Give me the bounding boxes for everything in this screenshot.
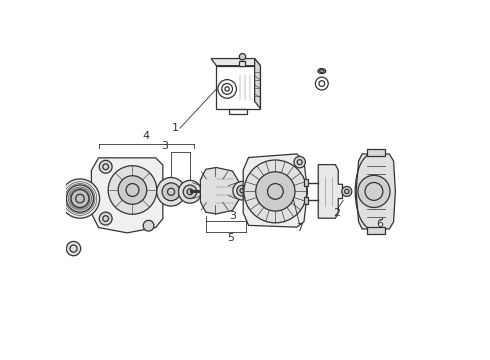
Polygon shape (356, 154, 395, 229)
Circle shape (60, 179, 99, 218)
Circle shape (358, 175, 390, 207)
Bar (367, 227, 385, 234)
Circle shape (237, 185, 247, 196)
Text: 6: 6 (376, 219, 384, 229)
Ellipse shape (318, 68, 326, 73)
Circle shape (99, 212, 112, 225)
Text: 3: 3 (229, 211, 236, 221)
Circle shape (239, 54, 245, 60)
Circle shape (99, 160, 112, 173)
Bar (239, 61, 245, 66)
Circle shape (178, 180, 201, 203)
Circle shape (66, 185, 94, 212)
Text: 4: 4 (143, 131, 149, 141)
Bar (304, 197, 308, 204)
Circle shape (66, 242, 81, 256)
Circle shape (294, 157, 305, 168)
Text: 7: 7 (296, 223, 303, 233)
Circle shape (157, 177, 185, 206)
Text: 1: 1 (172, 123, 179, 133)
Text: 3: 3 (161, 141, 168, 151)
Circle shape (108, 166, 157, 214)
Polygon shape (92, 158, 163, 233)
Polygon shape (255, 59, 260, 109)
Circle shape (233, 181, 251, 200)
Polygon shape (243, 154, 308, 227)
Text: 5: 5 (227, 233, 234, 243)
Circle shape (71, 190, 89, 207)
Circle shape (244, 160, 307, 223)
Polygon shape (211, 59, 260, 66)
Polygon shape (318, 165, 343, 218)
Circle shape (183, 185, 197, 199)
Bar (304, 179, 308, 186)
Circle shape (118, 176, 147, 204)
Circle shape (162, 183, 180, 201)
Circle shape (256, 172, 295, 211)
Bar (367, 149, 385, 156)
Circle shape (143, 220, 154, 231)
Circle shape (342, 186, 352, 197)
Polygon shape (200, 167, 239, 214)
Text: 2: 2 (334, 208, 341, 218)
